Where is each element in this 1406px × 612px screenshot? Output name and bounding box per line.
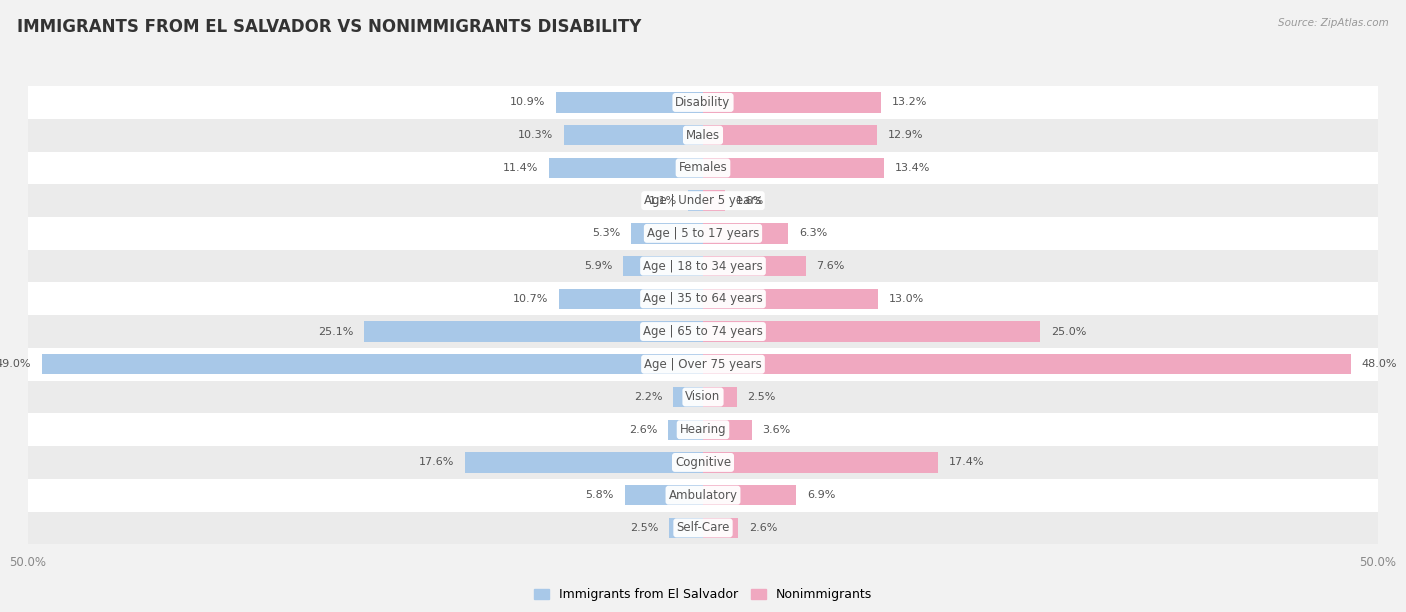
Bar [564,125,703,145]
Bar [465,452,703,472]
Text: 10.7%: 10.7% [512,294,548,304]
Bar [703,387,737,407]
Bar [673,387,703,407]
Bar [631,223,703,244]
Bar [703,125,877,145]
Text: 5.9%: 5.9% [583,261,613,271]
Text: IMMIGRANTS FROM EL SALVADOR VS NONIMMIGRANTS DISABILITY: IMMIGRANTS FROM EL SALVADOR VS NONIMMIGR… [17,18,641,36]
Text: Age | 35 to 64 years: Age | 35 to 64 years [643,293,763,305]
Bar [688,190,703,211]
Text: 3.6%: 3.6% [762,425,790,435]
Bar [28,381,1378,413]
Bar [28,250,1378,283]
Text: Males: Males [686,129,720,142]
Bar [28,348,1378,381]
Text: 17.4%: 17.4% [949,457,984,468]
Bar [669,518,703,538]
Text: 2.6%: 2.6% [628,425,657,435]
Bar [703,256,806,276]
Text: 6.3%: 6.3% [799,228,827,238]
Bar [703,354,1351,375]
Text: 10.9%: 10.9% [510,97,546,108]
Text: Vision: Vision [685,390,721,403]
Bar [558,289,703,309]
Text: Age | 5 to 17 years: Age | 5 to 17 years [647,227,759,240]
Bar [28,119,1378,152]
Bar [555,92,703,113]
Text: 7.6%: 7.6% [817,261,845,271]
Text: 13.4%: 13.4% [894,163,929,173]
Text: Age | 65 to 74 years: Age | 65 to 74 years [643,325,763,338]
Text: 1.1%: 1.1% [650,196,678,206]
Text: 2.5%: 2.5% [748,392,776,402]
Text: 25.0%: 25.0% [1052,327,1087,337]
Text: 2.5%: 2.5% [630,523,658,533]
Bar [703,289,879,309]
Bar [703,485,796,506]
Text: 25.1%: 25.1% [318,327,353,337]
Text: Disability: Disability [675,96,731,109]
Bar [28,446,1378,479]
Bar [28,184,1378,217]
Text: 2.2%: 2.2% [634,392,662,402]
Bar [28,512,1378,544]
Text: Age | Over 75 years: Age | Over 75 years [644,358,762,371]
Text: 49.0%: 49.0% [0,359,31,369]
Text: 48.0%: 48.0% [1361,359,1398,369]
Text: 6.9%: 6.9% [807,490,835,500]
Text: 1.6%: 1.6% [735,196,763,206]
Text: Ambulatory: Ambulatory [668,488,738,502]
Text: 2.6%: 2.6% [749,523,778,533]
Text: 13.2%: 13.2% [891,97,928,108]
Text: 12.9%: 12.9% [889,130,924,140]
Text: Age | Under 5 years: Age | Under 5 years [644,194,762,207]
Text: Source: ZipAtlas.com: Source: ZipAtlas.com [1278,18,1389,28]
Bar [623,256,703,276]
Legend: Immigrants from El Salvador, Nonimmigrants: Immigrants from El Salvador, Nonimmigran… [534,588,872,601]
Text: Hearing: Hearing [679,424,727,436]
Bar [703,321,1040,341]
Bar [703,420,752,440]
Bar [703,190,724,211]
Bar [703,158,884,178]
Text: 10.3%: 10.3% [517,130,553,140]
Bar [28,283,1378,315]
Text: 11.4%: 11.4% [503,163,538,173]
Bar [28,217,1378,250]
Bar [42,354,703,375]
Bar [703,518,738,538]
Text: Cognitive: Cognitive [675,456,731,469]
Bar [28,315,1378,348]
Text: 13.0%: 13.0% [889,294,925,304]
Bar [28,479,1378,512]
Text: 5.8%: 5.8% [585,490,614,500]
Bar [28,152,1378,184]
Text: Age | 18 to 34 years: Age | 18 to 34 years [643,259,763,272]
Text: Self-Care: Self-Care [676,521,730,534]
Bar [668,420,703,440]
Text: Females: Females [679,162,727,174]
Text: 5.3%: 5.3% [592,228,620,238]
Bar [703,452,938,472]
Bar [364,321,703,341]
Bar [28,413,1378,446]
Text: 17.6%: 17.6% [419,457,454,468]
Bar [28,86,1378,119]
Bar [624,485,703,506]
Bar [703,92,882,113]
Bar [550,158,703,178]
Bar [703,223,787,244]
